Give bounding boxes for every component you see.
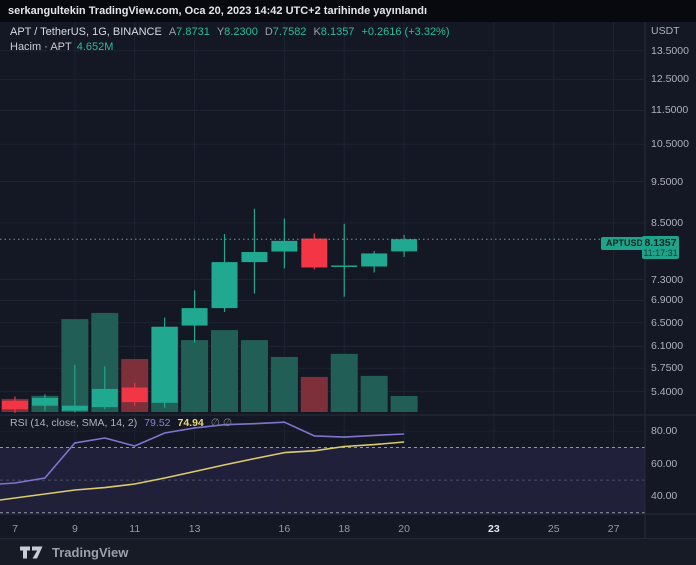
time-axis-tick: 16 — [278, 523, 291, 535]
volume-bar — [181, 340, 209, 412]
bar-countdown: 11:17:31 — [643, 248, 678, 258]
time-axis-tick: 13 — [188, 523, 201, 535]
volume-legend-label: Hacim · APT — [10, 41, 72, 53]
time-axis-tick: 20 — [398, 523, 410, 535]
rsi-value: 79.52 — [144, 417, 171, 429]
time-axis-tick: 27 — [607, 523, 620, 535]
rsi-axis-tick: 80.00 — [651, 425, 678, 438]
rsi-legend[interactable]: RSI (14, close, SMA, 14, 2) 79.52 74.94 ∅ ∅ — [10, 417, 232, 429]
ohlc-values: A7.8731 Y8.2300 D7.7582 K8.1357 — [162, 26, 355, 38]
price-axis-unit: USDT — [651, 25, 680, 37]
time-axis-tick: 23 — [488, 523, 500, 535]
price-axis-tick: 9.5000 — [651, 175, 684, 188]
symbol-price-tag: APTUSDT — [601, 237, 654, 250]
price-axis-tick: 5.4000 — [651, 385, 684, 398]
candle-body — [211, 262, 238, 309]
price-axis-tick: 7.3000 — [651, 273, 684, 286]
candle-body — [391, 239, 418, 252]
rsi-band-fill — [0, 447, 645, 513]
change-value: +0.2616 (+3.32%) — [361, 26, 450, 38]
time-axis-tick: 7 — [12, 523, 18, 535]
candle-body — [91, 388, 118, 408]
tradingview-logo-icon[interactable] — [20, 545, 44, 560]
rsi-line — [0, 421, 405, 485]
time-axis-tick: 25 — [547, 523, 560, 535]
candle-body — [241, 252, 268, 263]
price-axis-tick: 6.1000 — [651, 340, 684, 353]
candle-body — [331, 265, 358, 267]
ohlc-item: K8.1357 — [313, 26, 355, 38]
tradingview-brand-text[interactable]: TradingView — [52, 545, 129, 560]
price-axis-tick: 12.5000 — [651, 73, 689, 86]
candle-body — [301, 238, 328, 268]
ohlc-item: A7.8731 — [168, 26, 210, 38]
rsi-axis-tick: 40.00 — [651, 490, 678, 503]
rsi-legend-title: RSI (14, close, SMA, 14, 2) — [10, 417, 138, 429]
volume-bar — [270, 356, 298, 412]
rsi-sma-line — [0, 441, 405, 501]
footer-bar: TradingView — [0, 538, 696, 565]
time-axis-tick: 18 — [338, 523, 351, 535]
volume-bar — [390, 395, 418, 412]
volume-legend-value: 4.652M — [76, 41, 114, 53]
price-axis-tick: 5.7500 — [651, 362, 684, 375]
candle-body — [151, 326, 178, 403]
symbol-legend[interactable]: APT / TetherUS, 1G, BINANCE A7.8731 Y8.230… — [10, 26, 450, 38]
candle-body — [271, 240, 298, 252]
candle-body — [2, 400, 28, 410]
volume-bar — [211, 330, 239, 412]
price-axis-tick: 11.5000 — [651, 104, 689, 117]
volume-bar — [300, 376, 328, 412]
rsi-axis-tick: 60.00 — [651, 457, 678, 470]
rsi-sma-value: 74.94 — [177, 417, 204, 429]
price-axis-tick: 6.5000 — [651, 316, 684, 329]
price-axis-tick: 8.5000 — [651, 216, 684, 229]
price-axis-tick: 10.5000 — [651, 138, 689, 151]
last-price-label: 8.1357 11:17:31 — [642, 236, 679, 259]
last-price-value: 8.1357 — [644, 237, 677, 249]
price-axis-tick: 13.5000 — [651, 44, 689, 57]
volume-bar — [240, 340, 268, 412]
volume-legend[interactable]: Hacim · APT 4.652M — [10, 41, 113, 53]
candle-body — [61, 405, 88, 411]
time-axis-tick: 9 — [71, 523, 78, 535]
volume-bar — [360, 375, 388, 412]
price-axis-tick: 6.9000 — [651, 294, 684, 307]
candle-body — [361, 253, 388, 267]
candle-body — [181, 308, 208, 326]
candle-body — [31, 397, 58, 406]
ohlc-item: Y8.2300 — [216, 26, 258, 38]
volume-bar — [330, 353, 358, 412]
publish-headline: serkangultekin TradingView.com, Oca 20, … — [8, 5, 428, 17]
publish-header-bar: serkangultekin TradingView.com, Oca 20, … — [0, 0, 696, 22]
time-axis-tick: 11 — [129, 523, 141, 535]
ohlc-item: D7.7582 — [264, 26, 307, 38]
candle-body — [121, 387, 148, 403]
rsi-empty-markers: ∅ ∅ — [210, 417, 232, 429]
symbol-title: APT / TetherUS, 1G, BINANCE — [10, 26, 162, 38]
